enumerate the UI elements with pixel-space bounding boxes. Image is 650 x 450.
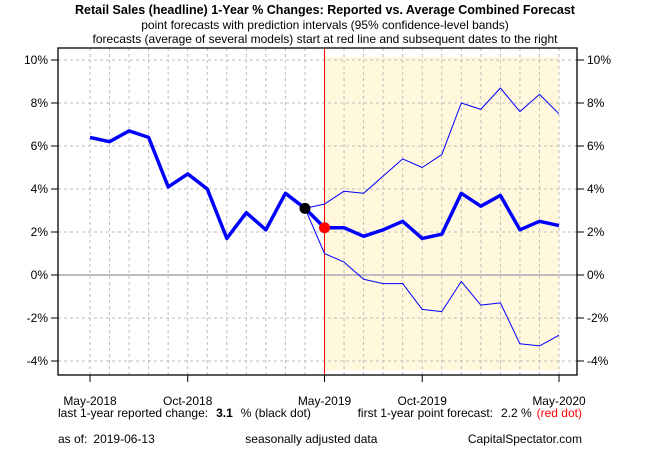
y-tick-label-left: 4% [31, 182, 49, 196]
x-tick-label: May-2019 [298, 394, 352, 408]
asof-value: 2019-06-13 [93, 432, 155, 446]
plot-frame [57, 47, 578, 376]
y-tick-label-left: 0% [31, 268, 49, 282]
y-tick-label-left: 2% [31, 225, 49, 239]
reported-line [89, 129, 307, 241]
y-tick-label-left: -2% [27, 311, 49, 325]
x-tick-label: Oct-2018 [163, 394, 213, 408]
y-tick-label-right: -4% [587, 354, 609, 368]
x-tick-label: Oct-2019 [398, 394, 448, 408]
x-tick-label: May-2020 [532, 394, 586, 408]
first-forecast-dot [319, 222, 330, 234]
y-tick-label-left: 10% [24, 53, 48, 67]
reported-suffix: % (black dot) [241, 406, 311, 420]
y-tick-label-left: 8% [31, 96, 49, 110]
y-tick-label-right: 4% [587, 182, 605, 196]
chart-subtitle-2: forecasts (average of several models) st… [93, 32, 559, 46]
y-tick-label-right: -2% [587, 311, 609, 325]
y-tick-label-left: -4% [27, 354, 49, 368]
y-tick-label-right: 10% [587, 53, 611, 67]
forecast-suffix: (red dot) [537, 406, 582, 420]
chart-subtitle-1: point forecasts with prediction interval… [141, 18, 509, 32]
upper-band-line [304, 87, 560, 209]
lower-band-line [304, 208, 560, 347]
seasonal-note: seasonally adjusted data [245, 432, 377, 446]
reported-label: last 1-year reported change: [58, 406, 208, 420]
y-tick-label-right: 6% [587, 139, 605, 153]
y-tick-label-right: 2% [587, 225, 605, 239]
forecast-value: 2.2 % [501, 406, 532, 420]
x-tick-label: May-2018 [63, 394, 117, 408]
y-tick-label-right: 8% [587, 96, 605, 110]
forecast-line [303, 191, 560, 241]
asof-label: as of: [58, 432, 87, 446]
chart-title: Retail Sales (headline) 1-Year % Changes… [75, 3, 576, 17]
y-tick-label-right: 0% [587, 268, 605, 282]
last-reported-dot [299, 202, 311, 214]
y-tick-label-left: 6% [31, 139, 49, 153]
reported-value: 3.1 [216, 406, 233, 420]
footer: last 1-year reported change: 3.1 % (blac… [58, 406, 582, 446]
forecast-label: first 1-year point forecast: [358, 406, 493, 420]
source: CapitalSpectator.com [468, 432, 582, 446]
